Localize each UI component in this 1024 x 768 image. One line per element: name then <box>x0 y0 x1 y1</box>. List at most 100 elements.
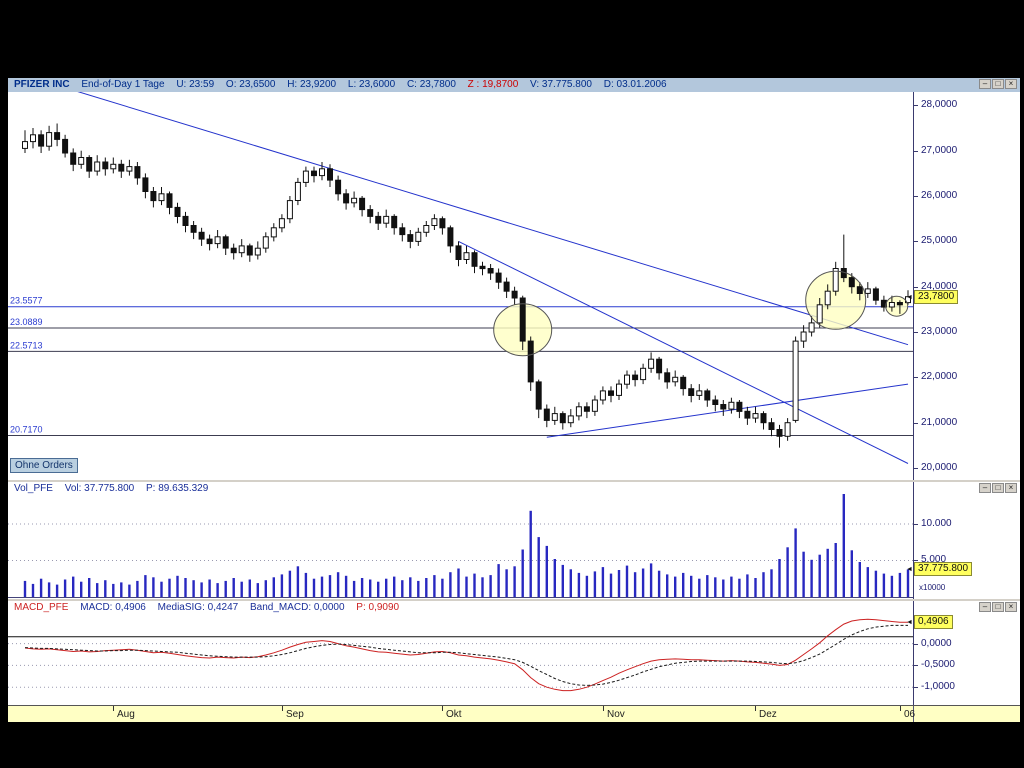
month-label: Aug <box>117 709 135 720</box>
volume-bars <box>23 494 910 597</box>
close-button[interactable]: × <box>1005 602 1017 612</box>
volume-prev-label: P: 89.635.329 <box>146 483 209 494</box>
axis-tick <box>914 644 918 645</box>
axis-label: 24,0000 <box>921 281 958 292</box>
window-controls: – □ × <box>979 79 1017 89</box>
title-bar[interactable]: PFIZER INC End-of-Day 1 Tage U: 23:59 O:… <box>8 78 1020 92</box>
axis-label: 22,0000 <box>921 371 958 382</box>
axis-label: 25,0000 <box>921 235 958 246</box>
axis-label: 10.000 <box>921 518 952 529</box>
ohne-orders-button[interactable]: Ohne Orders <box>10 458 78 473</box>
change-label: Z : 19,8700 <box>467 79 519 90</box>
month-tick <box>282 706 283 711</box>
svg-text:23.0889: 23.0889 <box>10 317 43 327</box>
close-button[interactable]: × <box>1005 483 1017 493</box>
axis-label: 26,0000 <box>921 190 958 201</box>
close-button[interactable]: × <box>1005 79 1017 89</box>
volume-gridlines <box>8 523 913 561</box>
axis-tick <box>914 287 918 288</box>
axis-tick <box>914 196 918 197</box>
axis-label: -1,0000 <box>921 681 955 692</box>
instrument-name: PFIZER INC <box>14 79 70 90</box>
macd-line <box>24 618 908 692</box>
panel-divider <box>8 480 1020 482</box>
volume-axis[interactable]: 10.000 5.000 <box>913 482 1020 599</box>
mediasig-line <box>24 624 908 686</box>
marker-arrow-icon: ◄ <box>906 565 913 573</box>
panel-divider <box>8 599 1020 601</box>
macd-panel-header: MACD_PFE MACD: 0,4906 MediaSIG: 0,4247 B… <box>14 602 408 613</box>
volume-marker-value: 37.775.800 <box>914 562 973 576</box>
high-label: H: 23,9200 <box>287 79 337 90</box>
macd-panel: MACD_PFE MACD: 0,4906 MediaSIG: 0,4247 B… <box>8 601 1020 705</box>
month-label: Okt <box>446 709 462 720</box>
axis-label: 0,0000 <box>921 638 952 649</box>
volume-chart[interactable] <box>8 482 913 599</box>
low-label: L: 23,6000 <box>347 79 396 90</box>
candlesticks <box>22 123 911 448</box>
svg-text:23.5577: 23.5577 <box>10 296 43 306</box>
highlight-ellipse-outlines <box>493 270 909 357</box>
axis-label: -0,5000 <box>921 659 955 670</box>
highlight-ellipse-fills <box>493 271 908 356</box>
mediasig-value-label: MediaSIG: 0,4247 <box>157 602 239 613</box>
month-tick <box>442 706 443 711</box>
svg-text:20.7170: 20.7170 <box>10 425 43 435</box>
month-label: Sep <box>286 709 304 720</box>
axis-tick <box>914 468 918 469</box>
minimize-button[interactable]: – <box>979 602 991 612</box>
band-macd-label: Band_MACD: 0,0000 <box>250 602 345 613</box>
svg-text:22.5713: 22.5713 <box>10 340 43 350</box>
month-tick <box>900 706 901 711</box>
macd-p-label: P: 0,9090 <box>356 602 400 613</box>
window-controls: – □ × <box>979 602 1017 612</box>
time-axis[interactable]: Aug Sep Okt Nov Dez 06 <box>8 705 1020 722</box>
axis-label: 20,0000 <box>921 462 958 473</box>
window-controls: – □ × <box>979 483 1017 493</box>
minimize-button[interactable]: – <box>979 483 991 493</box>
axis-tick <box>914 524 918 525</box>
candlestick-chart[interactable]: 23.5577 23.0889 22.5713 20.7170 <box>8 92 913 480</box>
price-chart-panel: 23.5577 23.0889 22.5713 20.7170 28,0000 27,0… <box>8 92 1020 480</box>
last-price-marker: ◄ 23,7800 <box>905 290 959 304</box>
axis-tick <box>914 423 918 424</box>
axis-separator <box>913 706 914 722</box>
axis-label: 21,0000 <box>921 417 958 428</box>
time-label: U: 23:59 <box>176 79 215 90</box>
restore-button[interactable]: □ <box>992 483 1004 493</box>
volume-marker: ◄ 37.775.800 <box>905 562 973 576</box>
axis-label: 27,0000 <box>921 145 958 156</box>
axis-label: 23,0000 <box>921 326 958 337</box>
macd-value-label: MACD: 0,4906 <box>80 602 146 613</box>
minimize-button[interactable]: – <box>979 79 991 89</box>
month-label: Nov <box>607 709 625 720</box>
axis-tick <box>914 377 918 378</box>
axis-tick <box>914 687 918 688</box>
marker-arrow-icon: ◄ <box>906 293 913 301</box>
axis-tick <box>914 241 918 242</box>
month-tick <box>113 706 114 711</box>
last-price-value: 23,7800 <box>914 290 959 304</box>
restore-button[interactable]: □ <box>992 79 1004 89</box>
volume-panel-header: Vol_PFE Vol: 37.775.800 P: 89.635.329 <box>14 483 217 494</box>
axis-tick <box>914 332 918 333</box>
marker-arrow-icon: ◄ <box>906 618 913 626</box>
timeframe-label: End-of-Day 1 Tage <box>81 79 165 90</box>
restore-button[interactable]: □ <box>992 602 1004 612</box>
price-axis[interactable]: 28,0000 27,0000 26,0000 25,0000 24,0000 23,00… <box>913 92 1020 480</box>
volume-unit-label: x10000 <box>919 583 946 592</box>
axis-tick <box>914 151 918 152</box>
support-resistance-levels: 23.5577 23.0889 22.5713 20.7170 <box>8 296 913 436</box>
open-label: O: 23,6500 <box>225 79 276 90</box>
axis-tick <box>914 105 918 106</box>
macd-indicator-name: MACD_PFE <box>14 602 69 613</box>
axis-tick <box>914 665 918 666</box>
trendlines <box>77 92 909 464</box>
macd-gridlines <box>8 643 913 688</box>
macd-marker-value: 0,4906 <box>914 615 953 629</box>
date-label: D: 03.01.2006 <box>603 79 667 90</box>
macd-chart[interactable] <box>8 601 913 705</box>
month-tick <box>603 706 604 711</box>
trading-chart-window: PFIZER INC End-of-Day 1 Tage U: 23:59 O:… <box>8 78 1020 722</box>
volume-indicator-name: Vol_PFE <box>14 483 53 494</box>
